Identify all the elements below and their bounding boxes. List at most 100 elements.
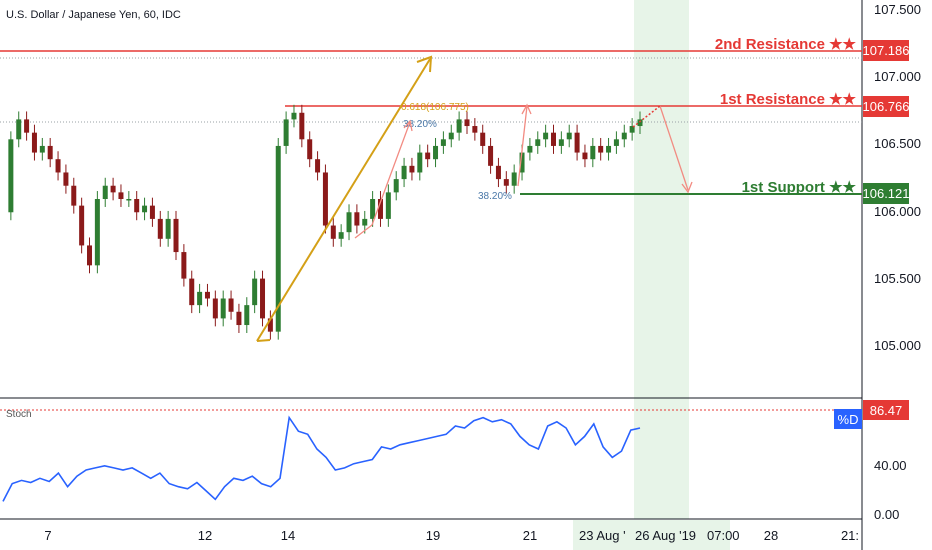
time-tick: 21: xyxy=(841,528,859,543)
stoch-tick: 40.00 xyxy=(874,458,907,473)
highlight-band xyxy=(634,0,689,519)
time-axis-highlight xyxy=(573,520,730,550)
time-tick: 21 xyxy=(523,528,537,543)
candle-body xyxy=(322,172,328,226)
candle-body xyxy=(330,225,336,239)
price-tag-1st-support: 106.121 xyxy=(863,183,910,204)
candle-body xyxy=(338,232,344,239)
candle-body xyxy=(16,119,22,140)
stoch-series-tag: %D xyxy=(834,409,862,429)
candle-body xyxy=(71,185,77,206)
time-tick: 28 xyxy=(764,528,778,543)
candle-body xyxy=(283,119,289,146)
candle-body xyxy=(606,145,612,153)
svg-text:106.766: 106.766 xyxy=(863,99,910,114)
candle-body xyxy=(582,152,588,160)
candle-body xyxy=(212,298,218,319)
candle-body xyxy=(102,185,108,199)
candle-body xyxy=(267,318,273,332)
candle-body xyxy=(94,199,100,266)
time-axis: 7 12 14 19 21 23 Aug ' 26 Aug '19 07:00 … xyxy=(44,520,859,550)
price-tag-1st-resistance: 106.766 xyxy=(863,96,910,117)
level-label-2nd-resistance: 2nd Resistance ★★ xyxy=(715,36,857,53)
candle-body xyxy=(550,132,556,146)
candle-body xyxy=(79,205,85,246)
candle-body xyxy=(55,159,61,173)
time-tick: 19 xyxy=(426,528,440,543)
candle-body xyxy=(275,145,281,332)
candle-body xyxy=(488,145,494,166)
price-tick: 107.500 xyxy=(874,2,921,17)
candle-body xyxy=(307,139,313,160)
stoch-axis: 40.00 0.00 xyxy=(874,458,907,522)
candle-body xyxy=(134,199,140,213)
level-label-1st-resistance: 1st Resistance ★★ xyxy=(720,91,857,108)
candle-body xyxy=(590,145,596,160)
time-highlight-label: 07:00 xyxy=(707,528,740,543)
level-label-1st-support: 1st Support ★★ xyxy=(742,179,857,196)
time-highlight-label: 23 Aug ' xyxy=(579,528,626,543)
candle-body xyxy=(149,205,155,219)
candle-body xyxy=(260,278,266,319)
candles xyxy=(8,104,643,340)
chart-title: U.S. Dollar / Japanese Yen, 60, IDC xyxy=(6,9,181,21)
candle-body xyxy=(244,305,250,326)
candle-body xyxy=(543,132,549,140)
candle-body xyxy=(535,139,541,146)
candle-body xyxy=(236,311,242,326)
candle-body xyxy=(63,172,69,186)
fib-382-top-label: 38.20% xyxy=(403,119,437,130)
candle-body xyxy=(315,159,321,173)
stoch-label: Stoch xyxy=(6,409,32,420)
candle-body xyxy=(621,132,627,140)
candle-body xyxy=(409,165,415,173)
candle-body xyxy=(252,278,258,306)
svg-text:86.47: 86.47 xyxy=(870,403,903,418)
candle-body xyxy=(558,139,564,146)
candle-body xyxy=(401,165,407,180)
candle-body xyxy=(8,139,14,213)
svg-text:%D: %D xyxy=(838,412,859,427)
svg-text:107.186: 107.186 xyxy=(863,43,910,58)
candle-body xyxy=(39,145,45,153)
candle-body xyxy=(110,185,116,193)
candle-body xyxy=(126,199,132,201)
candle-body xyxy=(173,218,179,253)
time-tick: 7 xyxy=(44,528,51,543)
candle-body xyxy=(503,179,509,186)
trend-arrow xyxy=(256,55,433,342)
price-axis: 107.500 107.000 106.500 106.000 105.500 … xyxy=(874,2,921,353)
fib-618-label: 0.618(106.775) xyxy=(401,102,469,113)
candle-body xyxy=(24,119,30,133)
candle-body xyxy=(157,218,163,239)
candle-body xyxy=(31,132,37,153)
candle-body xyxy=(433,145,439,160)
stoch-tick: 0.00 xyxy=(874,507,899,522)
candle-body xyxy=(346,212,352,233)
candle-body xyxy=(519,152,525,173)
candle-body xyxy=(204,291,210,299)
price-tag-2nd-resistance: 107.186 xyxy=(863,40,910,61)
candle-body xyxy=(598,145,604,153)
candle-body xyxy=(299,112,305,140)
price-tick: 105.000 xyxy=(874,338,921,353)
candle-body xyxy=(613,139,619,146)
candle-body xyxy=(511,172,517,186)
fib-382-bottom-label: 38.20% xyxy=(478,191,512,202)
stoch-value-tag: 86.47 xyxy=(863,400,909,420)
candle-body xyxy=(142,205,148,213)
candle-body xyxy=(448,132,454,140)
candle-body xyxy=(165,218,171,239)
candle-body xyxy=(574,132,580,153)
candle-body xyxy=(629,126,635,133)
candle-body xyxy=(354,212,360,226)
time-tick: 14 xyxy=(281,528,295,543)
candle-body xyxy=(362,218,368,226)
candle-body xyxy=(495,165,501,180)
time-tick: 12 xyxy=(198,528,212,543)
candle-body xyxy=(385,192,391,219)
candle-body xyxy=(456,119,462,133)
candle-body xyxy=(197,291,203,306)
candle-body xyxy=(472,126,478,133)
